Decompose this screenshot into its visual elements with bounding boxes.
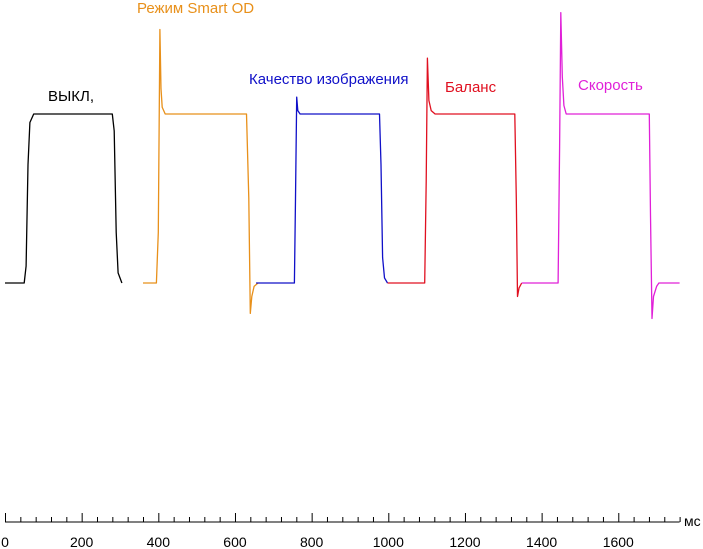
x-axis-ticks bbox=[5, 513, 681, 522]
series-label-5: Скорость bbox=[578, 77, 643, 94]
x-tick-label: 1600 bbox=[603, 534, 634, 549]
x-tick-label: 400 bbox=[147, 534, 171, 549]
x-tick-label: 600 bbox=[223, 534, 247, 549]
series-label-1: ВЫКЛ, bbox=[48, 88, 94, 105]
x-axis-tick-labels: 0 200 400 600 800 1000 1200 1400 1600 bbox=[1, 534, 634, 549]
x-tick-label: 1400 bbox=[526, 534, 557, 549]
series-label-3: Качество изображения bbox=[249, 71, 408, 88]
series-line-3 bbox=[256, 96, 389, 284]
x-tick-label: 800 bbox=[300, 534, 324, 549]
x-axis-unit-label: мс bbox=[684, 513, 701, 529]
series-line-1 bbox=[5, 113, 123, 284]
series-line-4 bbox=[387, 57, 523, 298]
series-line-2 bbox=[143, 28, 259, 315]
x-tick-label: 200 bbox=[70, 534, 94, 549]
x-tick-label: 1000 bbox=[373, 534, 404, 549]
series-label-2: Режим Smart OD bbox=[137, 0, 254, 17]
series-line-5 bbox=[521, 11, 680, 320]
series-labels: ВЫКЛ, Режим Smart OD Качество изображения Б… bbox=[48, 0, 643, 105]
x-tick-label: 0 bbox=[1, 534, 9, 549]
series-lines bbox=[5, 11, 680, 320]
x-tick-label: 1200 bbox=[449, 534, 480, 549]
series-label-4: Баланс bbox=[445, 79, 497, 96]
